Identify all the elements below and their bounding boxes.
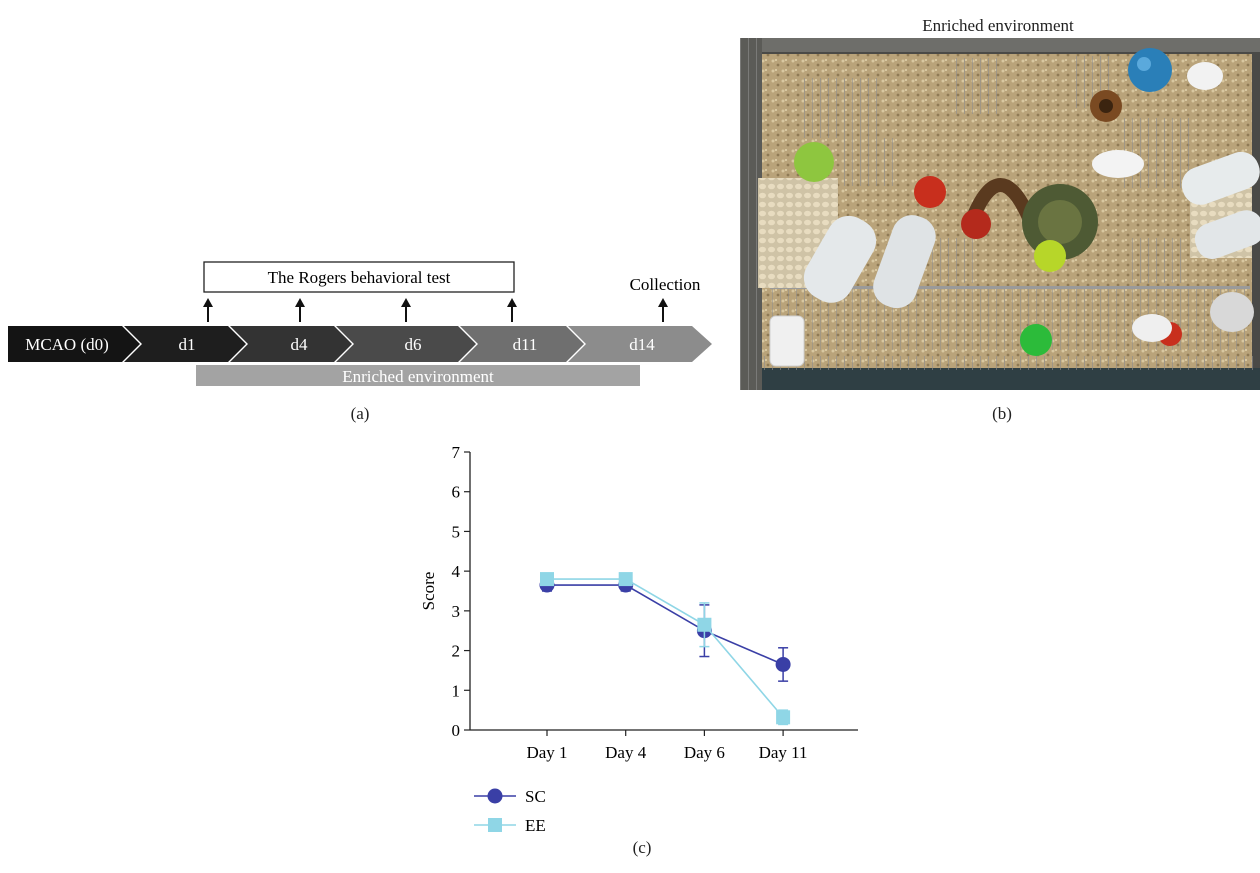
y-axis-label: Score (419, 572, 438, 611)
step-d6-shape (336, 326, 476, 362)
y-tick-label: 4 (452, 562, 461, 581)
environment-bar-label: Enriched environment (342, 367, 494, 386)
series-line-ee (547, 578, 784, 718)
data-point-ee (540, 572, 554, 587)
step-d1-label: d1 (179, 335, 196, 354)
enriched-environment-photo (740, 38, 1260, 390)
step-d14-shape (568, 326, 712, 362)
photo-title: Enriched environment (922, 16, 1074, 35)
step-d14-label: d14 (629, 335, 655, 354)
legend-label-ee: EE (525, 816, 546, 835)
timeline-panel: The Rogers behavioral test Collection (0, 0, 730, 423)
test-arrow-d11 (507, 298, 517, 322)
step-mcao-shape (8, 326, 140, 362)
data-point-ee (776, 710, 791, 725)
step-d11-shape (460, 326, 584, 362)
test-arrow-d1 (203, 298, 213, 322)
timeline-diagram: The Rogers behavioral test Collection (8, 261, 712, 386)
photo-panel: Enriched environment (730, 0, 1260, 430)
step-d4-label: d4 (291, 335, 309, 354)
panel-a-label: (a) (350, 404, 370, 423)
y-tick-label: 1 (452, 681, 461, 700)
step-mcao-label: MCAO (d0) (25, 335, 109, 354)
legend-marker-ee (488, 818, 502, 832)
panel-c-label: (c) (632, 838, 652, 857)
y-tick-label: 2 (452, 642, 461, 661)
collection-arrow (658, 298, 668, 322)
test-arrow-d4 (295, 298, 305, 322)
step-d1-shape (124, 326, 246, 362)
score-line-chart: 0 1 2 3 4 5 6 7 Day 1 Day 4 Day 6 Day 11 Score SC EE (419, 443, 858, 835)
series-line-sc (547, 584, 784, 666)
test-arrow-d6 (401, 298, 411, 322)
collection-label: Collection (630, 275, 701, 294)
environment-bar (196, 365, 640, 386)
data-point-ee (697, 617, 712, 632)
x-tick-label: Day 6 (684, 743, 725, 762)
x-tick-label: Day 4 (605, 743, 647, 762)
data-point-sc (775, 656, 791, 672)
chart-panel: 0 1 2 3 4 5 6 7 Day 1 Day 4 Day 6 Day 11 Score SC EE … (400, 430, 900, 873)
y-tick-label: 0 (452, 721, 461, 740)
step-d4-shape (230, 326, 352, 362)
y-tick-label: 3 (452, 602, 461, 621)
legend-label-sc: SC (525, 787, 546, 806)
data-point-ee (618, 572, 633, 587)
y-tick-label: 6 (452, 483, 461, 502)
step-d11-label: d11 (513, 335, 538, 354)
x-tick-label: Day 11 (759, 743, 808, 762)
panel-b-label: (b) (992, 404, 1012, 423)
x-tick-label: Day 1 (526, 743, 567, 762)
legend-marker-sc (487, 788, 503, 804)
step-d6-label: d6 (405, 335, 422, 354)
rogers-test-label: The Rogers behavioral test (268, 268, 451, 287)
y-tick-label: 5 (452, 522, 461, 541)
y-tick-label: 7 (452, 443, 461, 462)
rogers-test-box (203, 261, 515, 293)
